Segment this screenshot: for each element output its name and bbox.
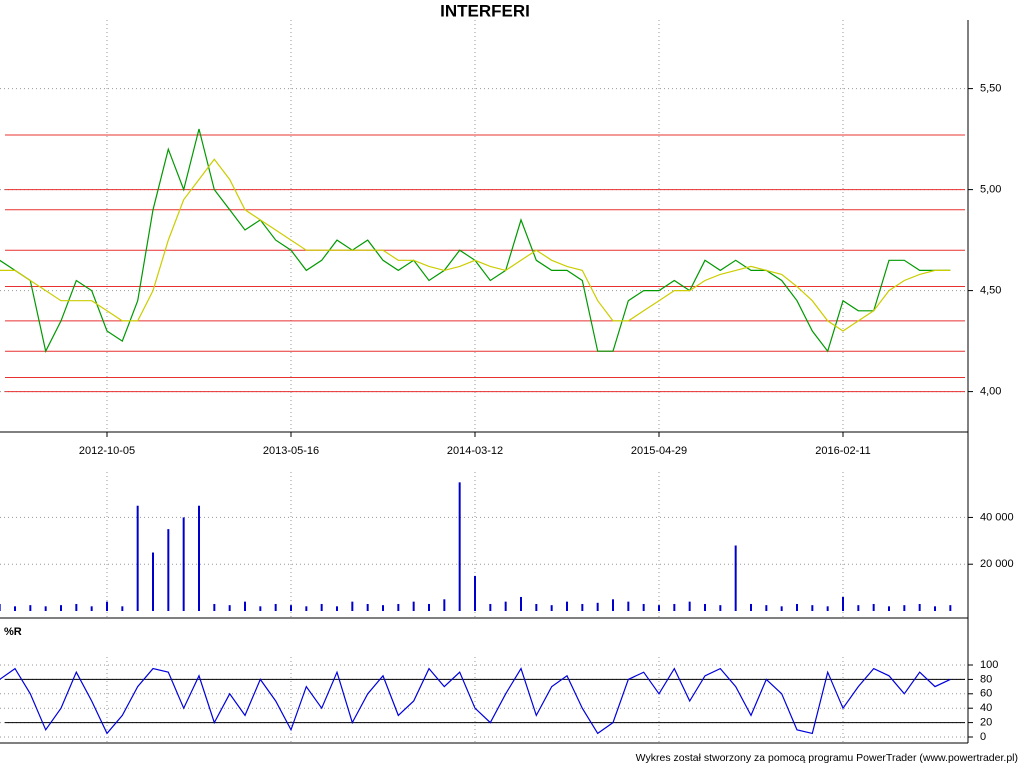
bar xyxy=(136,505,139,611)
bar xyxy=(228,605,231,611)
bar xyxy=(290,605,292,611)
y-tick-label: 40 000 xyxy=(980,511,1014,523)
bar xyxy=(520,596,522,611)
footer: Wykres został stworzony za pomocą progra… xyxy=(636,752,1018,764)
bar xyxy=(60,605,62,611)
bar xyxy=(213,603,216,611)
bar xyxy=(443,599,446,611)
bar xyxy=(765,605,768,611)
bar xyxy=(14,606,16,611)
bar xyxy=(612,599,614,611)
bar xyxy=(596,602,599,611)
y-tick-label: 20 xyxy=(980,717,992,729)
bar xyxy=(29,605,32,611)
bar xyxy=(474,575,476,611)
y-tick-label: 4,50 xyxy=(980,285,1001,297)
y-tick-label: 40 xyxy=(980,702,992,714)
y-tick-label: 5,50 xyxy=(980,83,1001,95)
bar xyxy=(934,606,936,611)
y-tick-label: 100 xyxy=(980,659,998,671)
x-tick-label: 2013-05-16 xyxy=(263,445,319,457)
bar xyxy=(0,603,1,611)
bar xyxy=(244,601,246,611)
bar xyxy=(489,603,492,611)
bar xyxy=(75,603,78,611)
bar xyxy=(535,603,538,611)
series-line xyxy=(0,158,951,332)
bar xyxy=(152,552,154,611)
x-tick-label: 2014-03-12 xyxy=(447,445,503,457)
bar xyxy=(688,601,691,611)
bar xyxy=(796,603,798,611)
bar xyxy=(857,605,860,611)
bar xyxy=(351,601,354,611)
x-tick-label: 2016-02-11 xyxy=(815,445,870,457)
bar xyxy=(704,603,706,611)
y-tick-label: 20 000 xyxy=(980,558,1014,570)
bar xyxy=(826,606,829,611)
x-tick-label: 2015-04-29 xyxy=(631,445,687,457)
bar xyxy=(780,606,783,611)
bar xyxy=(842,596,844,611)
y-tick-label: 5,00 xyxy=(980,184,1001,196)
bar xyxy=(397,603,400,611)
y-tick-label: 80 xyxy=(980,673,992,685)
chart-title: INTERFERI xyxy=(440,1,530,20)
bar xyxy=(458,482,461,611)
bar xyxy=(550,605,553,611)
bar xyxy=(274,603,277,611)
bar xyxy=(642,603,645,611)
bar xyxy=(918,603,921,611)
bar xyxy=(428,603,430,611)
bar xyxy=(259,606,262,611)
bar xyxy=(627,601,630,611)
bar xyxy=(673,603,676,611)
bar xyxy=(336,606,338,611)
y-tick-label: 4,00 xyxy=(980,386,1001,398)
bar xyxy=(872,603,875,611)
bar xyxy=(90,606,93,611)
bar xyxy=(121,606,124,611)
bar xyxy=(734,545,737,611)
x-tick-label: 2012-10-05 xyxy=(79,445,135,457)
bar xyxy=(320,603,323,611)
bar xyxy=(106,601,108,611)
bar xyxy=(504,601,507,611)
bar xyxy=(658,605,660,611)
bar xyxy=(888,606,890,611)
bar xyxy=(305,606,308,611)
bar xyxy=(903,605,906,611)
bar xyxy=(167,529,170,611)
panel-title: %R xyxy=(4,626,22,638)
bar xyxy=(566,601,568,611)
bar xyxy=(412,601,415,611)
bar xyxy=(198,505,200,611)
bar xyxy=(182,517,185,611)
bar xyxy=(382,605,384,611)
bar xyxy=(811,605,814,611)
y-tick-label: 60 xyxy=(980,688,992,700)
y-tick-label: 0 xyxy=(980,731,986,743)
bar xyxy=(366,603,369,611)
bar xyxy=(949,605,952,611)
bar xyxy=(44,606,47,611)
bar xyxy=(581,603,584,611)
bar xyxy=(719,605,722,611)
bar xyxy=(750,603,752,611)
series-line xyxy=(0,667,951,735)
